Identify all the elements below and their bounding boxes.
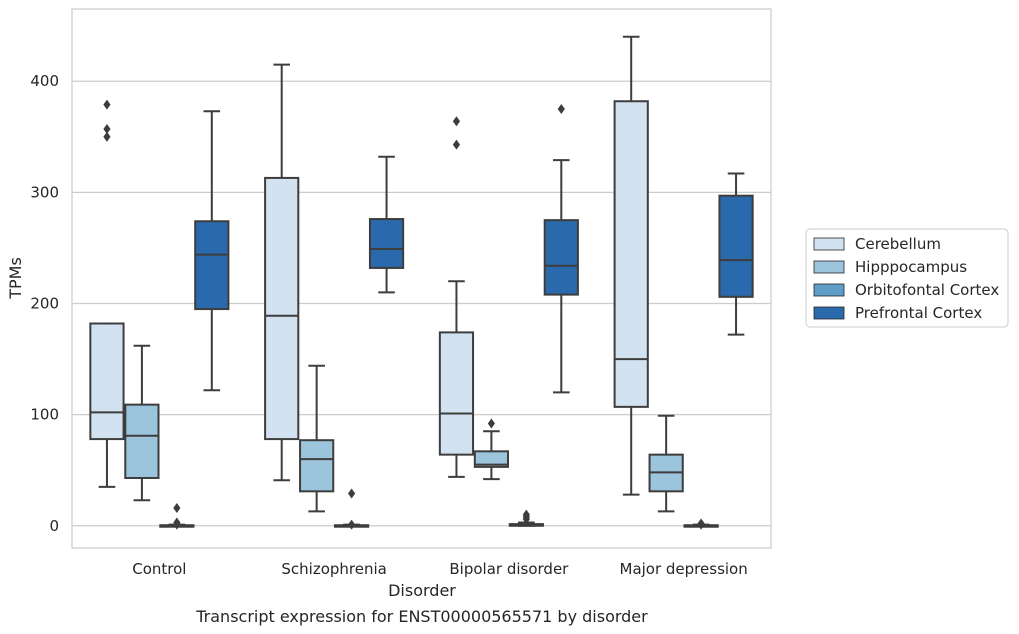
legend-label-prefrontal-cortex: Prefrontal Cortex <box>855 304 982 322</box>
box-iqr <box>718 194 754 298</box>
outlier-point <box>173 517 181 528</box>
box-group <box>648 414 684 513</box>
chart-caption: Transcript expression for ENST0000056557… <box>195 607 648 626</box>
legend-swatch-orbitofrontal-cortex <box>813 283 845 297</box>
box-iqr <box>543 219 579 296</box>
box-group <box>718 172 754 336</box>
box-group <box>299 364 335 513</box>
box-iqr <box>368 218 405 269</box>
box-iqr <box>89 322 125 441</box>
plot-frame <box>71 8 772 549</box>
outlier-point <box>452 139 461 150</box>
x-tick-label: Bipolar disorder <box>449 560 569 578</box>
box-iqr <box>264 176 300 441</box>
box-group <box>194 110 230 392</box>
outlier-point <box>103 131 111 142</box>
outlier-point <box>173 502 181 513</box>
box-iqr <box>613 100 649 408</box>
outlier-point <box>557 104 565 115</box>
x-tick-label: Control <box>132 560 186 578</box>
outlier-point <box>348 519 356 530</box>
y-tick-label: 300 <box>30 183 59 201</box>
x-tick-label: Major depression <box>620 560 748 578</box>
box-group <box>368 155 405 294</box>
box-iqr <box>438 331 475 456</box>
gridlines <box>72 80 771 527</box>
box-iqr <box>473 450 510 468</box>
x-tick-label: Schizophrenia <box>281 560 386 578</box>
box-group <box>683 518 719 530</box>
box-group <box>264 63 300 482</box>
legend: Cerebellum Hipppocampus Orbitofontal Cor… <box>805 228 1009 328</box>
outlier-point <box>522 509 530 520</box>
box-group <box>438 116 475 478</box>
y-tick-label: 100 <box>30 406 59 424</box>
box-iqr <box>124 403 160 479</box>
outlier-point <box>348 488 356 499</box>
x-axis-ticks: Control Schizophrenia Bipolar disorder Majo… <box>132 560 747 578</box>
legend-frame <box>805 228 1009 328</box>
legend-label-hippocampus: Hipppocampus <box>855 258 967 276</box>
box-group <box>124 344 160 502</box>
y-tick-label: 400 <box>30 72 59 90</box>
box-group <box>89 99 125 488</box>
box-group <box>473 418 510 481</box>
outlier-point <box>452 116 461 127</box>
box-group <box>333 488 370 530</box>
box-group <box>543 104 579 394</box>
legend-swatch-hippocampus <box>813 260 845 274</box>
outlier-point <box>103 99 111 110</box>
box-iqr <box>194 220 230 311</box>
y-axis-ticks: 0 100 200 300 400 <box>30 72 59 535</box>
legend-label-cerebellum: Cerebellum <box>855 235 941 253</box>
y-axis-label: TPMs <box>6 257 25 300</box>
box-plot-marks <box>89 35 754 530</box>
box-group <box>159 502 195 530</box>
legend-swatch-cerebellum <box>813 237 845 251</box>
box-iqr <box>299 439 335 493</box>
legend-swatch-prefrontal-cortex <box>813 306 845 320</box>
y-tick-label: 200 <box>30 295 59 313</box>
outlier-point <box>487 418 495 429</box>
y-tick-label: 0 <box>49 517 59 535</box>
legend-label-orbitofrontal-cortex: Orbitofontal Cortex <box>855 281 999 299</box>
box-group <box>508 509 544 527</box>
box-group <box>613 35 649 496</box>
x-axis-label: Disorder <box>388 581 456 600</box>
outlier-point <box>697 518 705 529</box>
outlier-point <box>103 124 111 135</box>
